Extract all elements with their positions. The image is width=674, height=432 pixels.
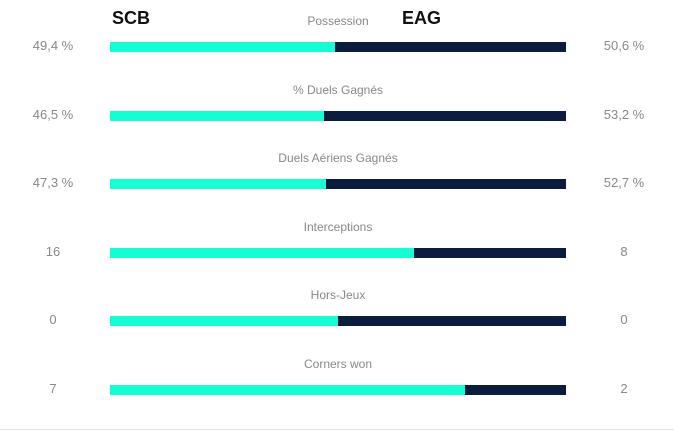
home-bar-fill	[110, 248, 415, 258]
stat-bar	[110, 248, 566, 258]
home-value: 16	[45, 244, 61, 259]
stat-row: Duels Aériens Gagnés 47,3 % 52,7 %	[0, 151, 674, 211]
away-team-name: EAG	[402, 8, 442, 28]
home-bar-fill	[110, 316, 338, 326]
stat-bar	[110, 316, 566, 326]
home-value: 0	[49, 312, 57, 327]
stat-bar	[110, 179, 566, 189]
stat-row: % Duels Gagnés 46,5 % 53,2 %	[0, 83, 674, 143]
home-value: 46,5 %	[32, 107, 74, 122]
stat-bar	[110, 111, 566, 121]
home-bar-fill	[110, 42, 336, 52]
home-value: 49,4 %	[32, 38, 74, 53]
away-value: 52,7 %	[603, 175, 645, 190]
stat-bar	[110, 385, 566, 395]
away-value: 50,6 %	[603, 38, 645, 53]
stat-row: Interceptions 16 8	[0, 220, 674, 280]
stat-label: Hors-Jeux	[310, 288, 366, 302]
divider	[0, 429, 674, 430]
away-value: 0	[620, 312, 628, 327]
stat-label: Possession	[307, 14, 369, 28]
home-bar-fill	[110, 111, 324, 121]
stat-row: Corners won 7 2	[0, 357, 674, 417]
stat-label: Corners won	[303, 357, 373, 371]
away-value: 2	[620, 381, 628, 396]
home-team-name: SCB	[112, 8, 151, 28]
stat-label: % Duels Gagnés	[292, 83, 384, 97]
home-value: 47,3 %	[32, 175, 74, 190]
home-bar-fill	[110, 385, 465, 395]
stat-row: Hors-Jeux 0 0	[0, 288, 674, 348]
home-value: 7	[49, 381, 57, 396]
away-value: 8	[620, 244, 628, 259]
stat-row: Possession 49,4 % 50,6 %	[0, 14, 674, 74]
stat-label: Interceptions	[303, 220, 373, 234]
stat-label: Duels Aériens Gagnés	[278, 151, 398, 165]
away-value: 53,2 %	[603, 107, 645, 122]
stat-bar	[110, 42, 566, 52]
home-bar-fill	[110, 179, 326, 189]
